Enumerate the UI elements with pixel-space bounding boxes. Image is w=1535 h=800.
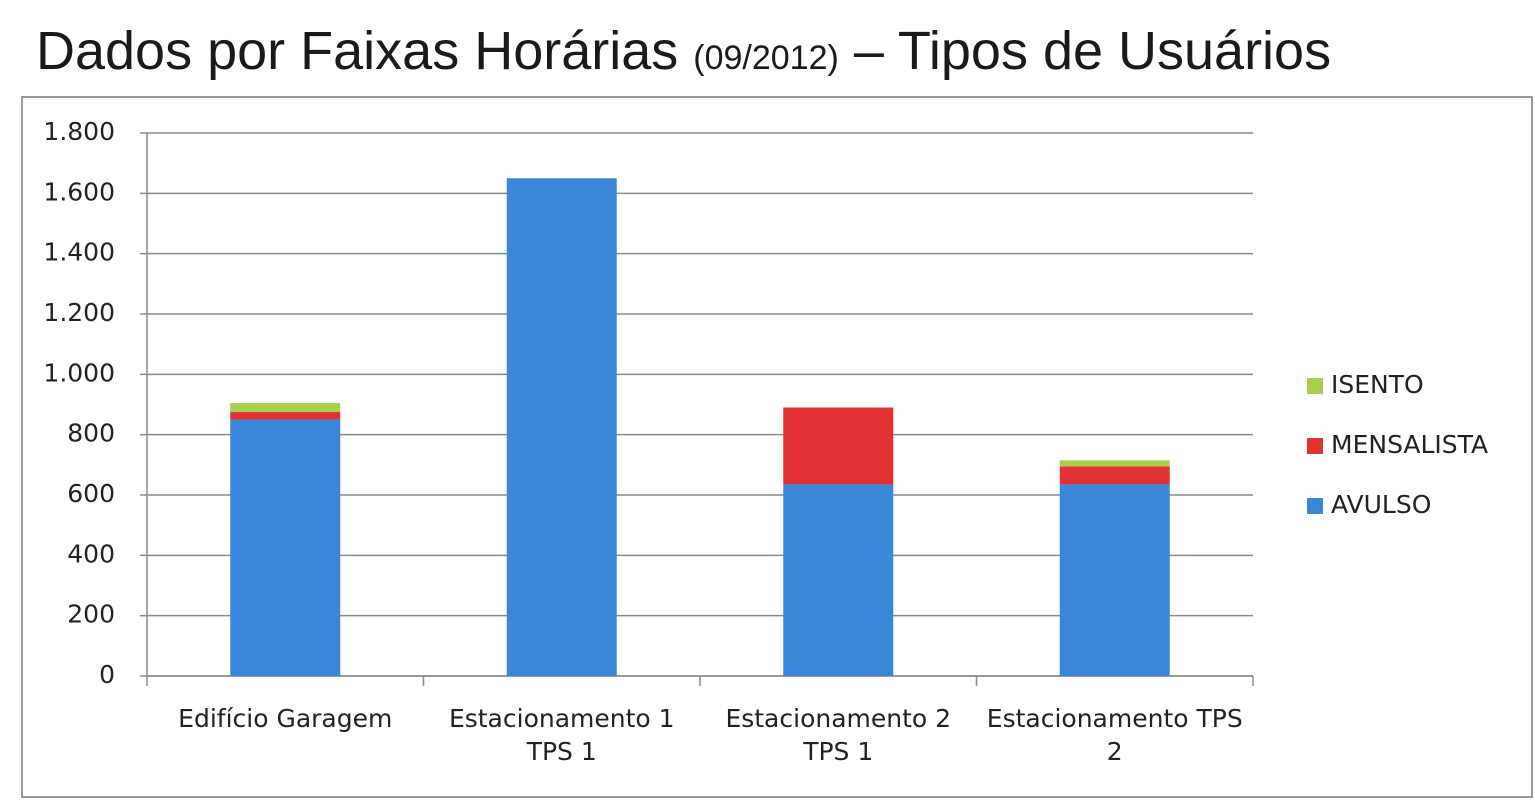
x-tick-label: Estacionamento TPS 2	[986, 704, 1243, 766]
chart-frame	[21, 96, 1533, 798]
title-rest: – Tipos de Usuários	[853, 21, 1332, 81]
y-tick-label: 1.400	[43, 238, 115, 267]
bar-segment	[1059, 466, 1170, 485]
bar-segment	[506, 178, 617, 676]
y-tick-label: 1.600	[43, 177, 115, 206]
y-tick-label: 200	[67, 600, 115, 629]
legend-label: MENSALISTA	[1331, 430, 1488, 459]
legend-swatch	[1307, 438, 1323, 454]
y-tick-label: 400	[67, 539, 115, 568]
legend-swatch	[1307, 498, 1323, 514]
bar-segment	[1059, 484, 1170, 676]
legend-label: AVULSO	[1331, 490, 1431, 519]
legend-label: ISENTO	[1331, 370, 1424, 399]
bar-segment	[783, 407, 894, 485]
title-main: Dados por Faixas Horárias	[36, 21, 679, 81]
chart-title: Dados por Faixas Horárias (09/2012) – Ti…	[36, 20, 1331, 82]
y-tick-label: 1.200	[43, 298, 115, 327]
title-date: (09/2012)	[693, 39, 839, 77]
y-tick-label: 800	[67, 419, 115, 448]
y-tick-label: 1.800	[43, 117, 115, 146]
legend-swatch	[1307, 378, 1323, 394]
y-tick-label: 0	[99, 660, 115, 689]
bar-segment	[1059, 460, 1170, 467]
x-tick-label: Edifício Garagem	[178, 704, 393, 733]
bar-segment	[230, 402, 341, 413]
bar-segment	[230, 412, 341, 420]
y-tick-label: 600	[67, 479, 115, 508]
x-tick-label: Estacionamento 2 TPS 1	[725, 704, 952, 766]
bar-segment	[230, 419, 341, 676]
bar-segment	[783, 484, 894, 676]
x-tick-label: Estacionamento 1 TPS 1	[448, 704, 675, 766]
y-tick-label: 1.000	[43, 358, 115, 387]
